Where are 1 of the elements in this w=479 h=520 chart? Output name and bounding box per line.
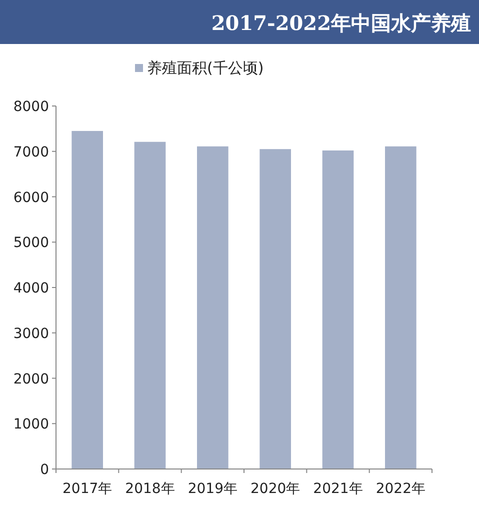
title: 2017-2022年中国水产养殖 bbox=[211, 11, 471, 35]
